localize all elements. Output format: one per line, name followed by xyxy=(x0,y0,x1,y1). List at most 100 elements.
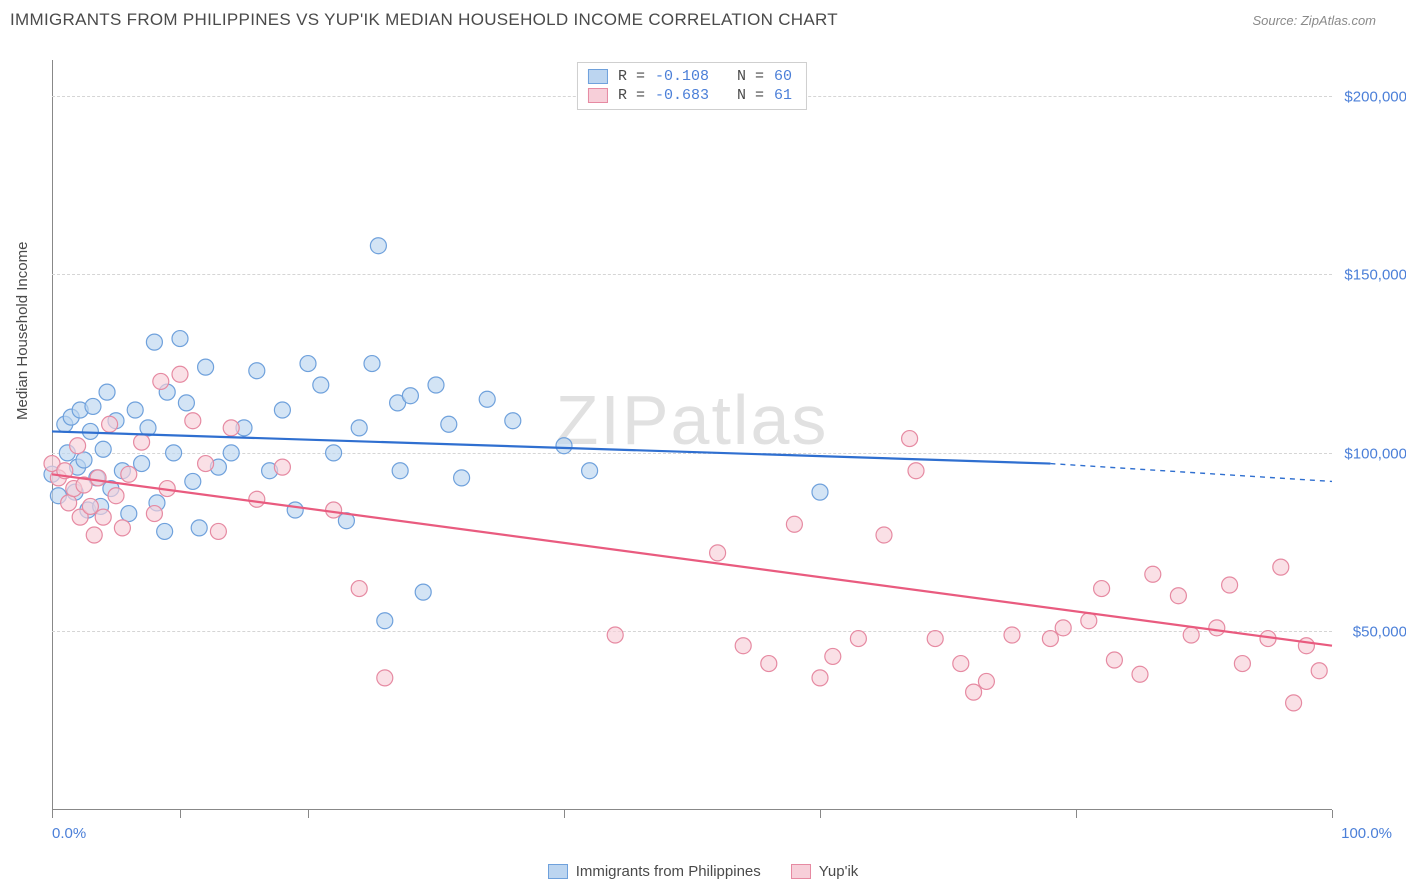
legend-row-2: R = -0.683 N = 61 xyxy=(588,86,792,105)
data-point xyxy=(978,673,994,689)
data-point xyxy=(166,445,182,461)
data-point xyxy=(121,466,137,482)
x-tick xyxy=(180,810,181,818)
data-point xyxy=(172,366,188,382)
legend-n-label-1: N = xyxy=(719,68,764,85)
y-tick-label: $200,000 xyxy=(1344,88,1406,105)
data-point xyxy=(274,402,290,418)
data-point xyxy=(249,491,265,507)
data-point xyxy=(1081,613,1097,629)
correlation-legend: R = -0.108 N = 60 R = -0.683 N = 61 xyxy=(577,62,807,110)
data-point xyxy=(178,395,194,411)
data-point xyxy=(850,631,866,647)
data-point xyxy=(185,473,201,489)
data-point xyxy=(326,502,342,518)
data-point xyxy=(428,377,444,393)
data-point xyxy=(505,413,521,429)
series-legend: Immigrants from Philippines Yup'ik xyxy=(0,863,1406,880)
y-tick-label: $100,000 xyxy=(1344,445,1406,462)
legend-r-label-1: R = xyxy=(618,68,645,85)
data-point xyxy=(76,452,92,468)
data-point xyxy=(402,388,418,404)
x-tick xyxy=(564,810,565,818)
data-point xyxy=(966,684,982,700)
data-point xyxy=(1170,588,1186,604)
trend-line-extrapolated xyxy=(1050,464,1332,482)
data-point xyxy=(90,470,106,486)
data-point xyxy=(134,434,150,450)
data-point xyxy=(86,527,102,543)
series-label-2: Yup'ik xyxy=(819,863,859,880)
x-axis-min-label: 0.0% xyxy=(52,825,86,842)
data-point xyxy=(274,459,290,475)
data-point xyxy=(198,359,214,375)
legend-n-value-2: 61 xyxy=(774,87,792,104)
data-point xyxy=(1094,581,1110,597)
series-swatch-1 xyxy=(548,864,568,879)
data-point xyxy=(927,631,943,647)
x-axis-max-label: 100.0% xyxy=(1341,825,1392,842)
data-point xyxy=(1055,620,1071,636)
data-point xyxy=(61,495,77,511)
series-swatch-2 xyxy=(791,864,811,879)
trend-line xyxy=(52,474,1332,645)
data-point xyxy=(1145,566,1161,582)
data-point xyxy=(1298,638,1314,654)
data-point xyxy=(70,438,86,454)
data-point xyxy=(351,420,367,436)
data-point xyxy=(223,445,239,461)
data-point xyxy=(95,441,111,457)
legend-r-label-2: R = xyxy=(618,87,645,104)
data-point xyxy=(582,463,598,479)
data-point xyxy=(146,506,162,522)
series-label-1: Immigrants from Philippines xyxy=(576,863,761,880)
data-point xyxy=(313,377,329,393)
x-tick xyxy=(308,810,309,818)
data-point xyxy=(735,638,751,654)
data-point xyxy=(191,520,207,536)
chart-plot-area: $50,000$100,000$150,000$200,000 ZIPatlas… xyxy=(52,60,1332,810)
data-point xyxy=(953,656,969,672)
x-tick xyxy=(820,810,821,818)
data-point xyxy=(134,456,150,472)
data-point xyxy=(825,648,841,664)
data-point xyxy=(710,545,726,561)
y-axis-label: Median Household Income xyxy=(14,242,31,420)
data-point xyxy=(812,670,828,686)
y-tick-label: $50,000 xyxy=(1353,624,1406,641)
data-point xyxy=(157,523,173,539)
data-point xyxy=(1273,559,1289,575)
legend-r-value-1: -0.108 xyxy=(655,68,709,85)
data-point xyxy=(392,463,408,479)
data-point xyxy=(902,431,918,447)
legend-swatch-1 xyxy=(588,69,608,84)
data-point xyxy=(351,581,367,597)
data-point xyxy=(876,527,892,543)
data-point xyxy=(415,584,431,600)
data-point xyxy=(153,373,169,389)
data-point xyxy=(1311,663,1327,679)
y-tick-label: $150,000 xyxy=(1344,267,1406,284)
data-point xyxy=(127,402,143,418)
data-point xyxy=(479,391,495,407)
data-point xyxy=(146,334,162,350)
data-point xyxy=(300,356,316,372)
data-point xyxy=(761,656,777,672)
series-legend-item-1: Immigrants from Philippines xyxy=(548,863,761,880)
chart-title: IMMIGRANTS FROM PHILIPPINES VS YUP'IK ME… xyxy=(10,10,838,30)
data-point xyxy=(114,520,130,536)
data-point xyxy=(108,488,124,504)
legend-row-1: R = -0.108 N = 60 xyxy=(588,67,792,86)
data-point xyxy=(1132,666,1148,682)
data-point xyxy=(908,463,924,479)
data-point xyxy=(1222,577,1238,593)
data-point xyxy=(1234,656,1250,672)
data-point xyxy=(95,509,111,525)
data-point xyxy=(607,627,623,643)
data-point xyxy=(377,613,393,629)
data-point xyxy=(364,356,380,372)
data-point xyxy=(556,438,572,454)
legend-n-value-1: 60 xyxy=(774,68,792,85)
data-point xyxy=(249,363,265,379)
x-tick xyxy=(1332,810,1333,818)
